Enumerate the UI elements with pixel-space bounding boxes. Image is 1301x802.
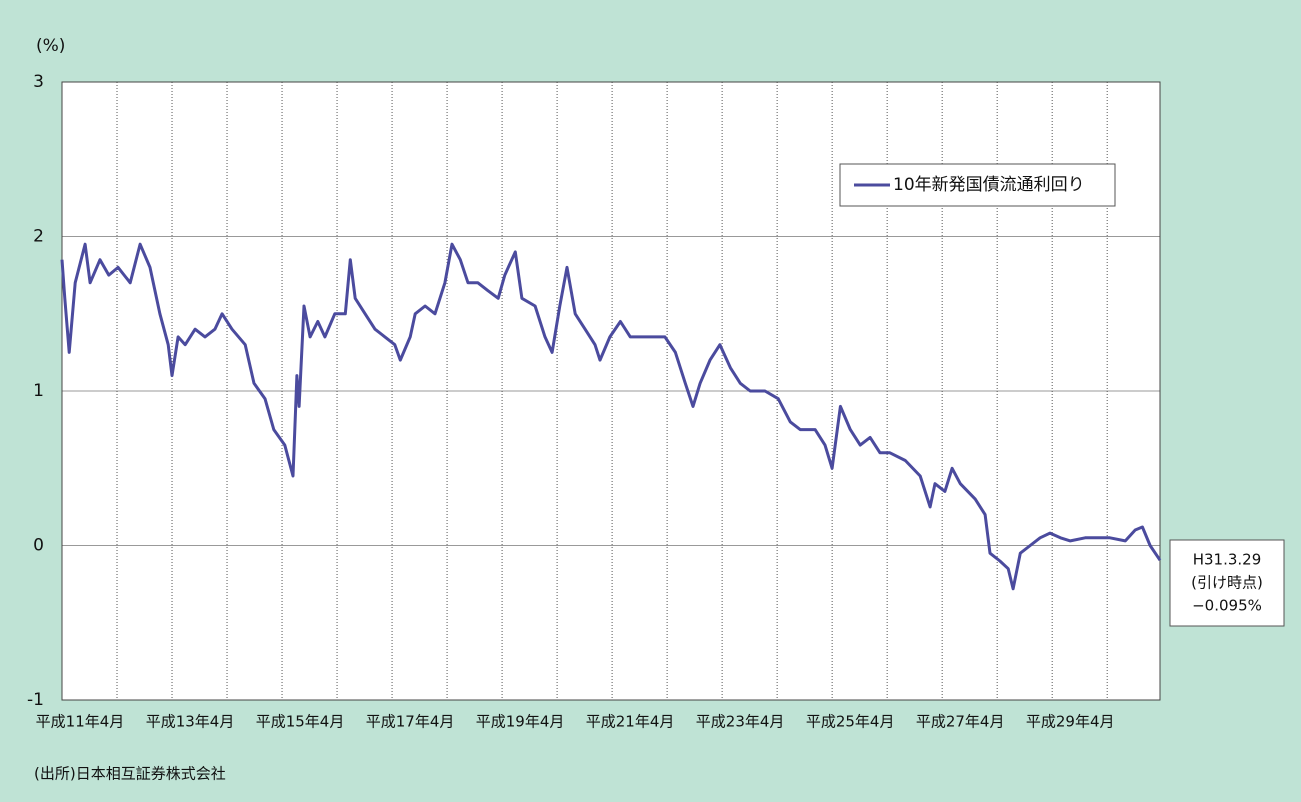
y-axis-label: (%) [36, 36, 65, 56]
plot-frame [61, 81, 1161, 701]
line-series [60, 242, 1162, 591]
annotation-box [1169, 539, 1285, 627]
x-tick-label: 平成25年4月 [806, 713, 895, 731]
x-tick-label: 平成29年4月 [1026, 713, 1115, 731]
x-tick-label: 平成19年4月 [476, 713, 565, 731]
y-tick-label: -1 [27, 690, 44, 710]
annotation: H31.3.29 [1193, 551, 1262, 569]
y-tick-label: 3 [33, 72, 44, 92]
annotation: −0.095% [1192, 597, 1262, 615]
legend-label: 10年新発国債流通利回り [893, 175, 1085, 195]
x-tick-label: 平成21年4月 [586, 713, 675, 731]
y-tick-label: 1 [33, 381, 44, 401]
source: (出所)日本相互証券株式会社 [34, 765, 226, 783]
x-tick-label: 平成23年4月 [696, 713, 785, 731]
x-tick-label: 平成13年4月 [146, 713, 235, 731]
x-tick-label: 平成27年4月 [916, 713, 1005, 731]
x-tick-label: 平成17年4月 [366, 713, 455, 731]
x-tick-label: 平成11年4月 [36, 713, 125, 731]
annotation: (引け時点) [1191, 574, 1263, 592]
y-tick-label: 0 [33, 536, 44, 556]
y-tick-label: 2 [33, 227, 44, 247]
x-tick-label: 平成15年4月 [256, 713, 345, 731]
